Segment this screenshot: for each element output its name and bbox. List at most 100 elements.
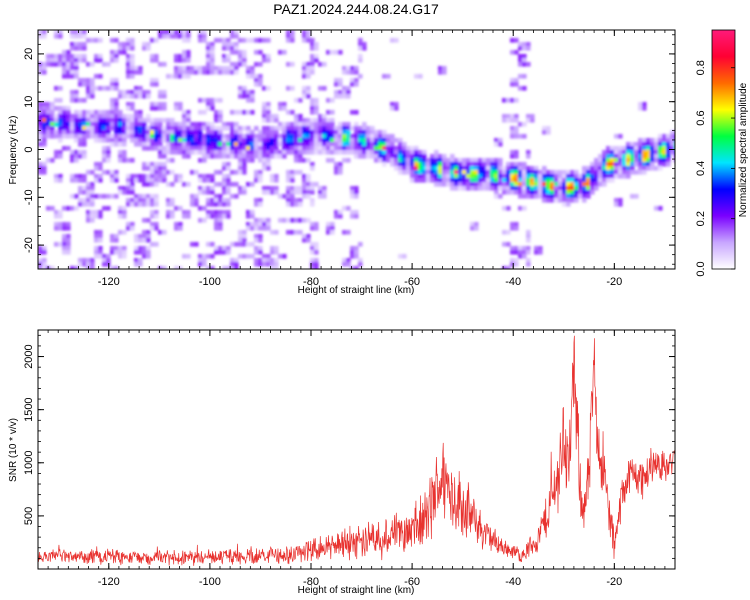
heatmap-cell [598, 182, 603, 187]
heatmap-cell [514, 154, 519, 159]
heatmap-cell [506, 162, 511, 167]
heatmap-cell [190, 142, 195, 147]
heatmap-cell [586, 194, 591, 199]
heatmap-cell [70, 90, 75, 95]
heatmap-cell [474, 226, 479, 231]
heatmap-cell [398, 166, 403, 171]
heatmap-cell [606, 174, 611, 179]
heatmap-cell [186, 118, 191, 123]
heatmap-cell [170, 146, 175, 151]
heatmap-cell [130, 62, 135, 67]
heatmap-cell [106, 154, 111, 159]
heatmap-cell [350, 82, 355, 87]
heatmap-cell [262, 218, 267, 223]
heatmap-cell [238, 86, 243, 91]
heatmap-cell [202, 174, 207, 179]
heatmap-cell [262, 58, 267, 63]
heatmap-cell [74, 62, 79, 67]
heatmap-cell [74, 98, 79, 103]
heatmap-cell [226, 58, 231, 63]
heatmap-cell [302, 150, 307, 155]
heatmap-cell [250, 254, 255, 259]
heatmap-cell [210, 146, 215, 151]
heatmap-cell [514, 118, 519, 123]
heatmap-cell [462, 182, 467, 187]
heatmap-cell [562, 182, 567, 187]
heatmap-cell [622, 154, 627, 159]
heatmap-cell [462, 186, 467, 191]
heatmap-cell [158, 166, 163, 171]
heatmap-cell [454, 158, 459, 163]
heatmap-cell [110, 82, 115, 87]
heatmap-cell [146, 130, 151, 135]
heatmap-cell [150, 182, 155, 187]
heatmap-cell [238, 254, 243, 259]
heatmap-cell [86, 134, 91, 139]
heatmap-cell [230, 182, 235, 187]
heatmap-cell [170, 198, 175, 203]
heatmap-cell [62, 62, 67, 67]
heatmap-cell [126, 66, 131, 71]
heatmap-cell [70, 30, 75, 35]
heatmap-cell [510, 162, 515, 167]
heatmap-cell [294, 150, 299, 155]
heatmap-cell [266, 166, 271, 171]
heatmap-cell [190, 70, 195, 75]
heatmap-cell [186, 182, 191, 187]
heatmap-cell [118, 118, 123, 123]
heatmap-cell [130, 102, 135, 107]
heatmap-cell [46, 134, 51, 139]
heatmap-cell [154, 194, 159, 199]
heatmap-cell [518, 166, 523, 171]
heatmap-cell [202, 142, 207, 147]
heatmap-cell [434, 166, 439, 171]
heatmap-cell [350, 70, 355, 75]
heatmap-cell [242, 126, 247, 131]
heatmap-cell [146, 174, 151, 179]
heatmap-cell [42, 110, 47, 115]
heatmap-cell [270, 126, 275, 131]
heatmap-cell [210, 62, 215, 67]
heatmap-cell [270, 114, 275, 119]
heatmap-cell [246, 134, 251, 139]
heatmap-cell [202, 206, 207, 211]
heatmap-cell [142, 178, 147, 183]
heatmap-cell [622, 162, 627, 167]
heatmap-cell [290, 150, 295, 155]
heatmap-cell [246, 146, 251, 151]
heatmap-cell [102, 138, 107, 143]
heatmap-cell [158, 30, 163, 35]
heatmap-cell [154, 138, 159, 143]
heatmap-cell [634, 154, 639, 159]
heatmap-cell [370, 130, 375, 135]
heatmap-cell [614, 146, 619, 151]
heatmap-cell [382, 142, 387, 147]
heatmap-cell [542, 126, 547, 131]
heatmap-cell [298, 122, 303, 127]
heatmap-cell [98, 254, 103, 259]
heatmap-cell [70, 130, 75, 135]
heatmap-cell [222, 166, 227, 171]
heatmap-cell [154, 162, 159, 167]
heatmap-cell [478, 166, 483, 171]
heatmap-cell [94, 110, 99, 115]
heatmap-cell [182, 142, 187, 147]
heatmap-cell [370, 126, 375, 131]
heatmap-cell [606, 146, 611, 151]
heatmap-cell [522, 254, 527, 259]
heatmap-cell [122, 246, 127, 251]
heatmap-cell [42, 170, 47, 175]
heatmap-cell [386, 142, 391, 147]
heatmap-cell [186, 30, 191, 35]
heatmap-cell [90, 130, 95, 135]
heatmap-cell [526, 150, 531, 155]
heatmap-cell [206, 150, 211, 155]
heatmap-cell [86, 126, 91, 131]
heatmap-cell [126, 226, 131, 231]
heatmap-cell [42, 118, 47, 123]
heatmap-cell [662, 138, 667, 143]
heatmap-cell [206, 190, 211, 195]
heatmap-cell [490, 170, 495, 175]
heatmap-cell [430, 154, 435, 159]
heatmap-cell [94, 230, 99, 235]
